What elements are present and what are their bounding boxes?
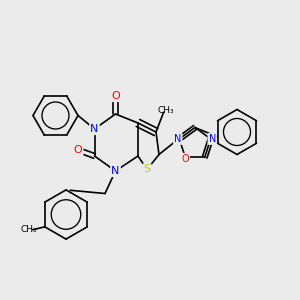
Text: N: N bbox=[174, 134, 182, 144]
Text: O: O bbox=[111, 91, 120, 101]
Text: O: O bbox=[182, 154, 189, 164]
Text: N: N bbox=[111, 166, 120, 176]
Text: O: O bbox=[74, 145, 82, 155]
Text: CH₃: CH₃ bbox=[21, 225, 38, 234]
Text: N: N bbox=[90, 124, 99, 134]
Text: S: S bbox=[143, 164, 151, 175]
Text: N: N bbox=[208, 134, 216, 144]
Text: CH₃: CH₃ bbox=[158, 106, 174, 115]
